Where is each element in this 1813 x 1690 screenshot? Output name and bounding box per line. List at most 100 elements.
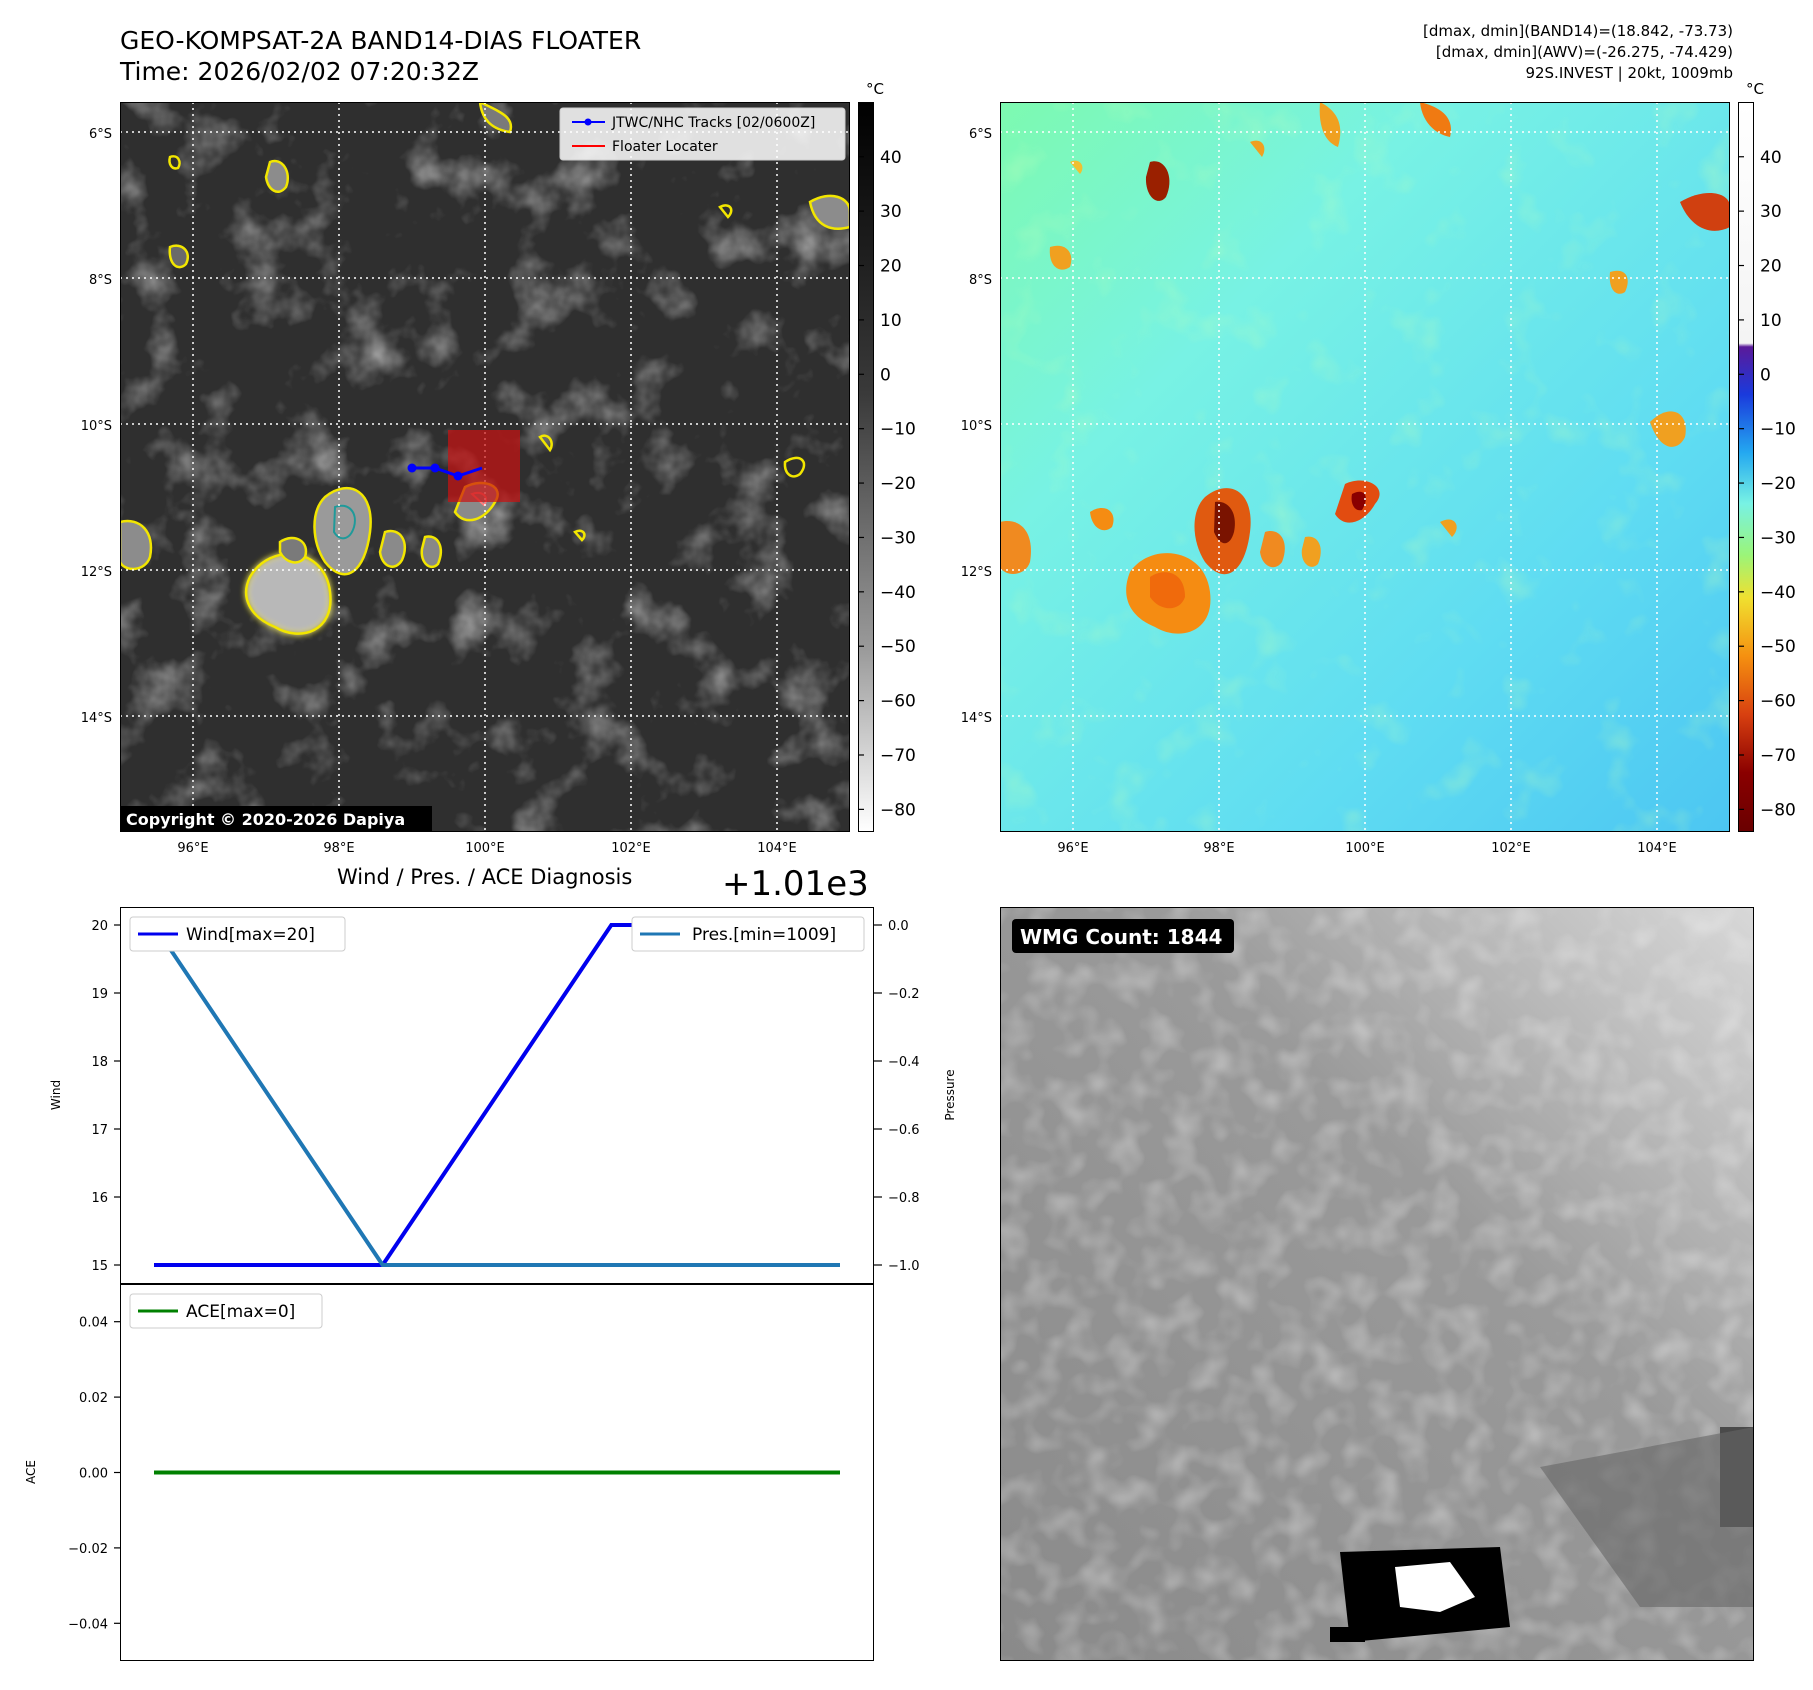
awv-lat-axis: 6°S 8°S 10°S 12°S 14°S — [961, 127, 992, 726]
lat-label: 8°S — [89, 273, 112, 288]
colorbar-tick-label: −30 — [880, 528, 916, 548]
colorbar-tick-label: 0 — [1760, 365, 1771, 385]
diagnosis-title: Wind / Pres. / ACE Diagnosis — [337, 865, 633, 889]
colorbar-tick-label: 40 — [1760, 148, 1782, 168]
copyright-label: Copyright © 2020-2026 Dapiya — [126, 810, 405, 829]
ace-y-axis: ACE 0.04 0.02 0.00 −0.02 −0.04 — [24, 1316, 120, 1632]
band14-colorbar-ticks: °C 40 30 20 10 0 −10 −20 −30 −40 −50 −60 −70 −80 — [858, 80, 916, 820]
lat-label: 12°S — [81, 565, 112, 580]
awv-range-info: [dmax, dmin](AWV)=(-26.275, -74.429) — [1435, 43, 1733, 61]
legend-pressure-label: Pres.[min=1009] — [692, 925, 836, 945]
colorbar-tick-label: −60 — [1760, 692, 1796, 712]
colorbar-tick-label: −40 — [1760, 583, 1796, 603]
colorbar-tick-label: 10 — [1760, 311, 1782, 331]
colorbar-tick-label: −10 — [1760, 420, 1796, 440]
storm-info: 92S.INVEST | 20kt, 1009mb — [1525, 64, 1733, 82]
colorbar-tick-label: −70 — [1760, 746, 1796, 766]
colorbar-tick-label: −80 — [880, 800, 916, 820]
colorbar-tick-label: −70 — [880, 746, 916, 766]
wind-tick-label: 17 — [91, 1123, 108, 1138]
colorbar-tick-label: −30 — [1760, 528, 1796, 548]
figure-time: Time: 2026/02/02 07:20:32Z — [120, 57, 479, 86]
lon-label: 100°E — [465, 841, 505, 856]
lat-label: 10°S — [81, 419, 112, 434]
lon-label: 98°E — [1203, 841, 1234, 856]
lat-label: 8°S — [969, 273, 992, 288]
pressure-tick-label: −0.6 — [888, 1123, 920, 1138]
band14-ir-map: JTWC/NHC Tracks [02/0600Z] Floater Locat… — [118, 99, 852, 833]
pressure-tick-label: −0.2 — [888, 987, 920, 1002]
awv-grid — [1000, 102, 1730, 832]
wind-pressure-chart: Wind[max=20] Pres.[min=1009] — [120, 907, 874, 1284]
wmg-count-label: WMG Count: 1844 — [1020, 925, 1222, 949]
lat-label: 6°S — [969, 127, 992, 142]
band14-range-info: [dmax, dmin](BAND14)=(18.842, -73.73) — [1422, 22, 1733, 40]
wind-tick-label: 15 — [91, 1259, 108, 1274]
lon-label: 100°E — [1345, 841, 1385, 856]
figure-title: GEO-KOMPSAT-2A BAND14-DIAS FLOATER — [120, 26, 642, 55]
colorbar-tick-label: 30 — [1760, 202, 1782, 222]
pressure-tick-label: −0.8 — [888, 1191, 920, 1206]
pressure-y-axis: Pressure 0.0 −0.2 −0.4 −0.6 −0.8 −1.0 — [874, 919, 957, 1274]
lon-label: 96°E — [1057, 841, 1088, 856]
lat-label: 10°S — [961, 419, 992, 434]
ace-tick-label: 0.00 — [79, 1467, 108, 1482]
colorbar-tick-label: −20 — [1760, 474, 1796, 494]
colorbar-tick-label: 40 — [880, 148, 902, 168]
pressure-offset-label: +1.01e3 — [722, 864, 869, 904]
pressure-legend: Pres.[min=1009] — [631, 916, 865, 952]
lon-label: 102°E — [611, 841, 651, 856]
lat-label: 12°S — [961, 565, 992, 580]
pressure-tick-label: 0.0 — [888, 919, 909, 934]
lon-label: 104°E — [757, 841, 797, 856]
track-point — [407, 463, 417, 473]
jtwc-track-line — [412, 466, 483, 478]
colorbar-unit: °C — [866, 80, 884, 98]
lon-label: 104°E — [1637, 841, 1677, 856]
lat-label: 14°S — [961, 711, 992, 726]
ace-tick-label: −0.04 — [68, 1617, 108, 1632]
pressure-tick-label: −1.0 — [888, 1259, 920, 1274]
wind-y-axis: Wind 20 19 18 17 16 15 — [49, 919, 120, 1274]
colorbar-tick-label: 10 — [880, 311, 902, 331]
wind-legend: Wind[max=20] — [129, 916, 346, 952]
ace-tick-label: −0.02 — [68, 1542, 108, 1557]
colorbar-tick-label: −20 — [880, 474, 916, 494]
ace-axis-label: ACE — [24, 1460, 38, 1484]
awv-lon-axis: 96°E 98°E 100°E 102°E 104°E — [1057, 841, 1677, 856]
colorbar-tick-label: −50 — [1760, 637, 1796, 657]
colorbar-tick-label: 0 — [880, 365, 891, 385]
colorbar-tick-label: −10 — [880, 420, 916, 440]
colorbar-tick-label: 30 — [880, 202, 902, 222]
pressure-series-line — [152, 923, 840, 1267]
colorbar-tick-label: −80 — [1760, 800, 1796, 820]
colorbar-tick-label: 20 — [1760, 257, 1782, 277]
awv-cloud-clusters — [1000, 102, 1730, 634]
track-point — [430, 463, 440, 473]
lat-label: 6°S — [89, 127, 112, 142]
ir-lat-axis: 6°S 8°S 10°S 12°S 14°S — [81, 127, 112, 726]
wmg-panel: WMG Count: 1844 — [999, 906, 1755, 1662]
wind-tick-label: 20 — [91, 919, 108, 934]
colorbar-unit: °C — [1746, 80, 1764, 98]
legend-locator-label: Floater Locater — [612, 139, 718, 155]
ace-legend: ACE[max=0] — [129, 1293, 323, 1329]
ace-tick-label: 0.02 — [79, 1391, 108, 1406]
pressure-tick-label: −0.4 — [888, 1055, 920, 1070]
lon-label: 96°E — [177, 841, 208, 856]
colorbar-tick-label: −50 — [880, 637, 916, 657]
legend-wind-label: Wind[max=20] — [186, 925, 315, 945]
wind-tick-label: 19 — [91, 987, 108, 1002]
lat-label: 14°S — [81, 711, 112, 726]
ir-lon-axis: 96°E 98°E 100°E 102°E 104°E — [177, 841, 797, 856]
awv-colorbar — [1738, 102, 1754, 832]
pressure-axis-label: Pressure — [943, 1069, 957, 1120]
legend-ace-label: ACE[max=0] — [186, 1302, 295, 1322]
colorbar-tick-label: 20 — [880, 257, 902, 277]
ace-tick-label: 0.04 — [79, 1316, 108, 1331]
wmg-count-badge — [1012, 919, 1234, 953]
track-point — [453, 471, 463, 481]
lon-label: 98°E — [323, 841, 354, 856]
ace-chart: ACE[max=0] — [120, 1284, 874, 1661]
